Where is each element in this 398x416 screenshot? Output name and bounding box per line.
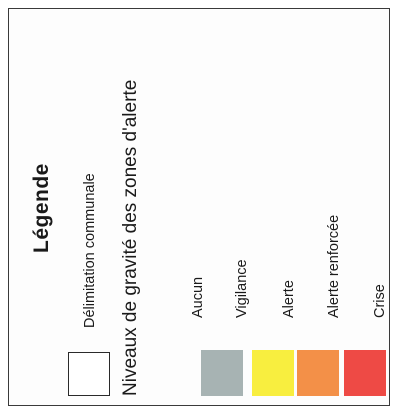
level-label-vigilance: Vigilance [234,259,250,318]
map-legend: Légende Délimitation communale Niveaux d… [8,10,390,408]
alert-levels-title: Niveaux de gravité des zones d'alerte [120,79,141,396]
commune-boundary-label: Délimitation communale [82,173,98,328]
level-swatch-alerte-renforcee [297,350,339,396]
level-label-aucun: Aucun [190,276,206,318]
commune-boundary-symbol [68,352,110,396]
level-label-crise: Crise [372,284,388,318]
level-swatch-crise [344,350,386,396]
level-swatch-vigilance [201,350,243,396]
level-swatch-alerte [252,350,294,396]
legend-frame [8,8,390,406]
level-label-alerte-renforcee: Alerte renforcée [326,214,342,318]
level-label-alerte: Alerte [281,280,297,318]
legend-title: Légende [30,163,53,253]
